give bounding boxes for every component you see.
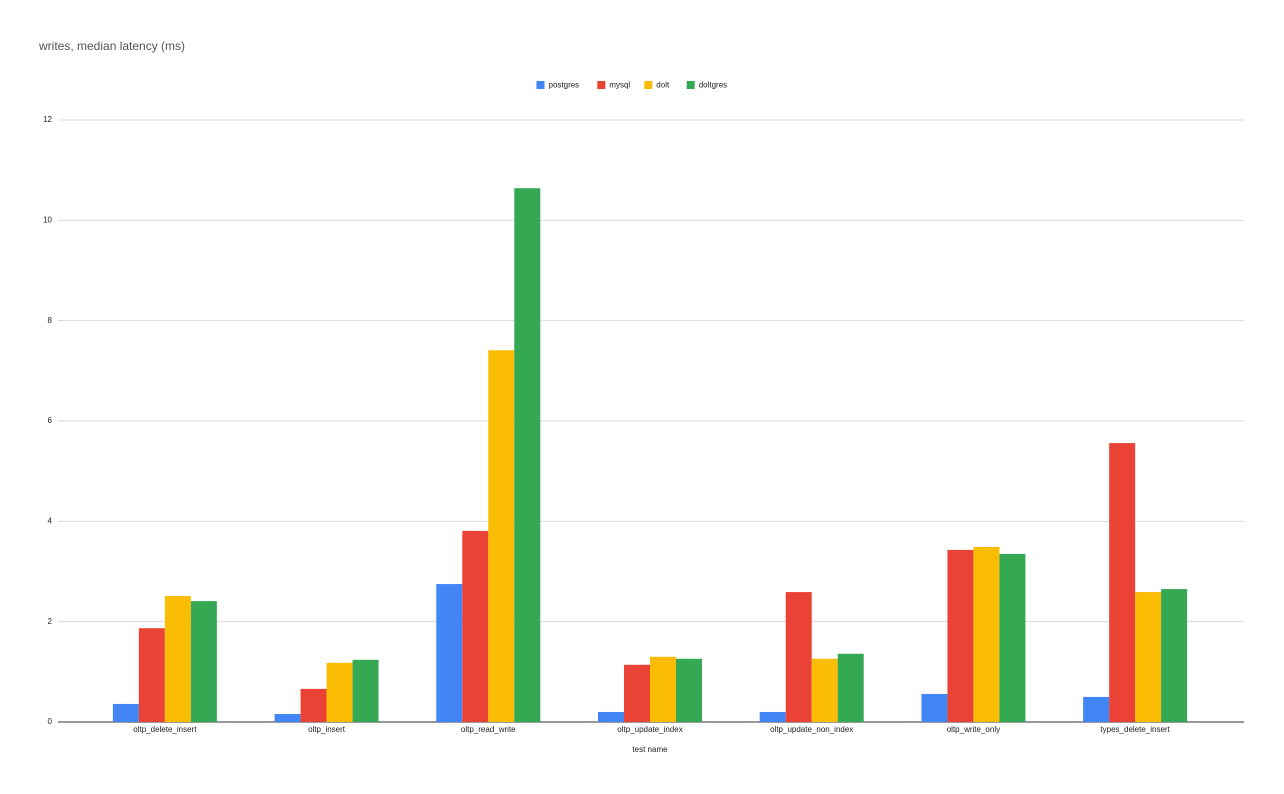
- bar: [1109, 443, 1136, 722]
- legend-swatch: [686, 81, 695, 89]
- y-tick-label: 2: [48, 617, 53, 626]
- legend-swatch: [644, 81, 653, 89]
- x-tick-label: oltp_update_non_index: [770, 725, 853, 734]
- bar: [1135, 592, 1162, 722]
- legend-swatch: [536, 81, 545, 89]
- x-tick-label: oltp_update_index: [617, 725, 682, 734]
- legend-swatch: [597, 81, 606, 89]
- bar: [598, 711, 624, 722]
- bar: [488, 350, 515, 722]
- y-tick-label: 0: [48, 717, 53, 726]
- bar: [112, 703, 139, 722]
- x-tick-label: oltp_insert: [308, 725, 346, 734]
- y-tick-label: 8: [48, 316, 53, 325]
- bar: [138, 628, 165, 722]
- legend-label: doltgres: [699, 81, 727, 90]
- bar: [300, 688, 327, 722]
- bar: [1161, 589, 1188, 722]
- bar: [436, 584, 463, 722]
- bar: [326, 662, 353, 722]
- y-tick-label: 6: [48, 416, 53, 425]
- x-tick-label: types_delete_insert: [1100, 725, 1170, 734]
- bar: [759, 711, 786, 722]
- legend-label: postgres: [549, 81, 580, 90]
- bar: [999, 553, 1026, 722]
- bar: [1083, 696, 1110, 722]
- bar: [164, 596, 191, 722]
- x-tick-label: oltp_read_write: [461, 725, 516, 734]
- legend-label: mysql: [609, 81, 630, 90]
- legend-label: dolt: [656, 81, 670, 90]
- x-tick-label: oltp_delete_insert: [133, 725, 197, 734]
- bar: [947, 549, 974, 722]
- x-axis-title: test name: [632, 745, 668, 754]
- bar: [462, 530, 489, 722]
- bar: [650, 656, 676, 722]
- chart-title: writes, median latency (ms): [38, 39, 185, 53]
- y-tick-label: 12: [43, 115, 52, 124]
- bar: [785, 592, 812, 722]
- bar: [676, 658, 702, 722]
- bar: [352, 659, 379, 722]
- bar: [811, 658, 838, 722]
- x-tick-label: oltp_write_only: [947, 725, 1000, 734]
- bar: [624, 664, 650, 722]
- bar: [921, 693, 948, 722]
- y-tick-label: 10: [43, 215, 52, 224]
- y-tick-label: 4: [48, 516, 53, 525]
- bar: [973, 546, 1000, 722]
- bar: [274, 713, 301, 722]
- bar: [514, 188, 541, 722]
- bar: [190, 601, 217, 722]
- bar: [837, 653, 864, 722]
